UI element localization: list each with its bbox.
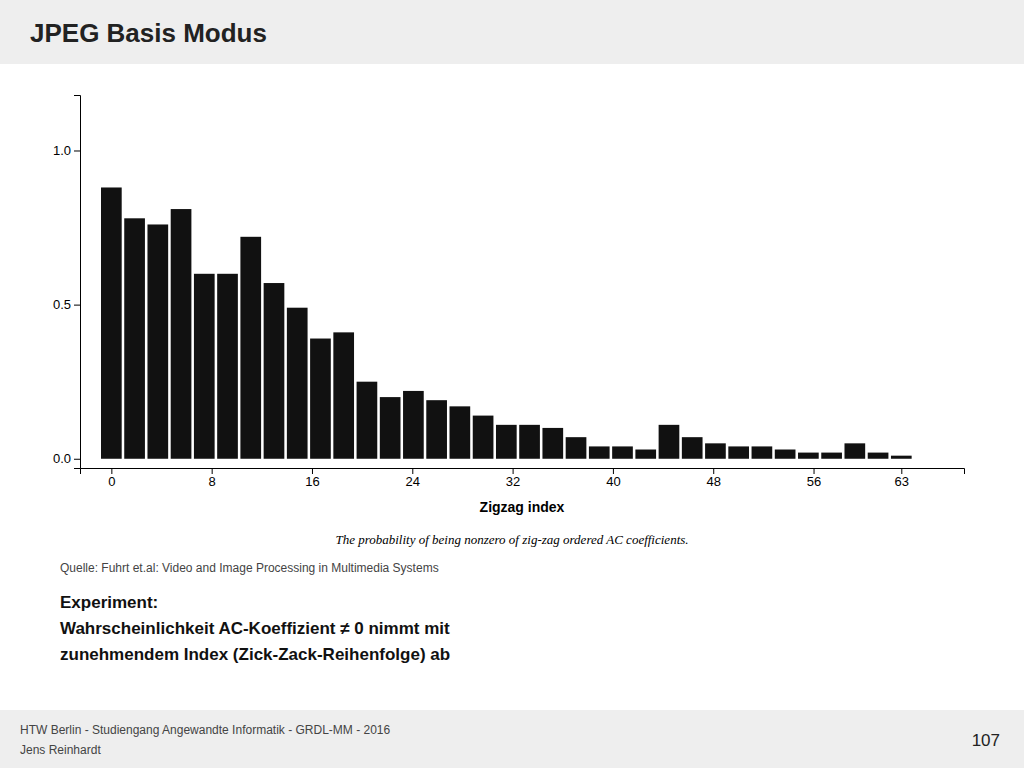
- x-tick-mark: [513, 468, 514, 474]
- x-tick-label: 8: [209, 474, 216, 489]
- y-tick-mark: [74, 305, 80, 306]
- experiment-text: zunehmendem Index (Zick-Zack-Reihenfolge…: [60, 645, 450, 664]
- bar: [101, 187, 122, 458]
- bar: [450, 406, 471, 458]
- bar: [635, 450, 656, 459]
- bar: [496, 425, 517, 459]
- x-tick: 32: [506, 468, 520, 489]
- x-tick-mark: [212, 468, 213, 474]
- bar: [357, 382, 378, 459]
- bar: [682, 437, 703, 459]
- bar: [705, 443, 726, 458]
- experiment-text: Wahrscheinlichkeit AC-Koeffizient ≠ 0 ni…: [60, 619, 450, 638]
- bar: [798, 453, 819, 459]
- bar: [264, 283, 285, 459]
- x-tick-label: 40: [606, 474, 620, 489]
- x-tick: 56: [807, 468, 821, 489]
- bar: [403, 391, 424, 459]
- source: Quelle: Fuhrt et.al: Video and Image Pro…: [60, 561, 439, 575]
- x-tick-mark: [901, 468, 902, 474]
- x-tick-label: 0: [108, 474, 115, 489]
- bar: [519, 425, 540, 459]
- bar: [310, 339, 331, 459]
- bar: [333, 332, 354, 458]
- bar: [728, 446, 749, 458]
- bar: [147, 224, 168, 458]
- x-tick-label: 48: [706, 474, 720, 489]
- x-tick: 16: [305, 468, 319, 489]
- bar: [589, 446, 610, 458]
- x-tick-label: 32: [506, 474, 520, 489]
- y-tick: 0.0: [53, 451, 80, 466]
- bar: [124, 218, 145, 458]
- x-tick-mark: [312, 468, 313, 474]
- bar: [473, 416, 494, 459]
- y-tick-label: 0.0: [53, 451, 71, 466]
- y-axis-line: [74, 96, 81, 469]
- bars: [101, 187, 912, 458]
- chart-title: JPEG Basis Modus: [30, 18, 267, 48]
- x-tick-mark: [713, 468, 714, 474]
- x-tick: 40: [606, 468, 620, 489]
- x-axis-title: Zigzag index: [480, 499, 565, 515]
- slide: JPEG Basis Modus 0 8 16 24 32 40 48 56 63 0.0 0.5 1.…: [0, 0, 1024, 768]
- y-tick: 1.0: [53, 143, 80, 158]
- x-tick: 8: [209, 468, 216, 489]
- footer-text: Jens Reinhardt: [20, 743, 101, 757]
- x-tick-label: 63: [895, 474, 909, 489]
- x-tick-label: 24: [406, 474, 420, 489]
- caption: The probability of being nonzero of zig-…: [335, 532, 688, 547]
- x-tick-mark: [111, 468, 112, 474]
- title-bar: [0, 0, 1024, 64]
- x-tick: 24: [406, 468, 420, 489]
- page-number: 107: [972, 731, 1000, 750]
- bar: [380, 397, 401, 459]
- bar: [868, 453, 889, 459]
- x-tick-label: 56: [807, 474, 821, 489]
- x-axis-line: [81, 469, 965, 475]
- x-axis: 0 8 16 24 32 40 48 56 63: [81, 468, 965, 489]
- x-tick: 0: [108, 468, 115, 489]
- experiment-title: Experiment:: [60, 593, 158, 612]
- x-tick-mark: [814, 468, 815, 474]
- bar: [542, 428, 563, 459]
- plot: 0 8 16 24 32 40 48 56 63 0.0 0.5 1.0 Zigzag index: [53, 96, 965, 516]
- footer-text: HTW Berlin - Studiengang Angewandte Info…: [20, 723, 390, 737]
- bar: [659, 425, 680, 459]
- x-tick: 63: [895, 468, 909, 489]
- bar: [287, 308, 308, 459]
- y-tick-mark: [74, 150, 80, 151]
- bar: [194, 274, 215, 459]
- x-tick: 48: [706, 468, 720, 489]
- x-tick-label: 16: [305, 474, 319, 489]
- bar: [171, 209, 192, 459]
- bar: [821, 453, 842, 459]
- bar: [240, 237, 261, 459]
- y-tick-mark: [74, 459, 80, 460]
- bar: [426, 400, 447, 459]
- bar: [844, 443, 865, 458]
- footer-bar: [0, 710, 1024, 768]
- y-tick-label: 0.5: [53, 297, 71, 312]
- bar: [217, 274, 238, 459]
- y-tick: 0.5: [53, 297, 80, 312]
- x-tick-mark: [613, 468, 614, 474]
- bar: [891, 456, 912, 459]
- bar: [775, 450, 796, 459]
- bar: [752, 446, 773, 458]
- bar: [612, 446, 633, 458]
- y-axis: 0.0 0.5 1.0: [53, 96, 81, 469]
- bar: [566, 437, 587, 459]
- y-tick-label: 1.0: [53, 143, 71, 158]
- x-tick-mark: [412, 468, 413, 474]
